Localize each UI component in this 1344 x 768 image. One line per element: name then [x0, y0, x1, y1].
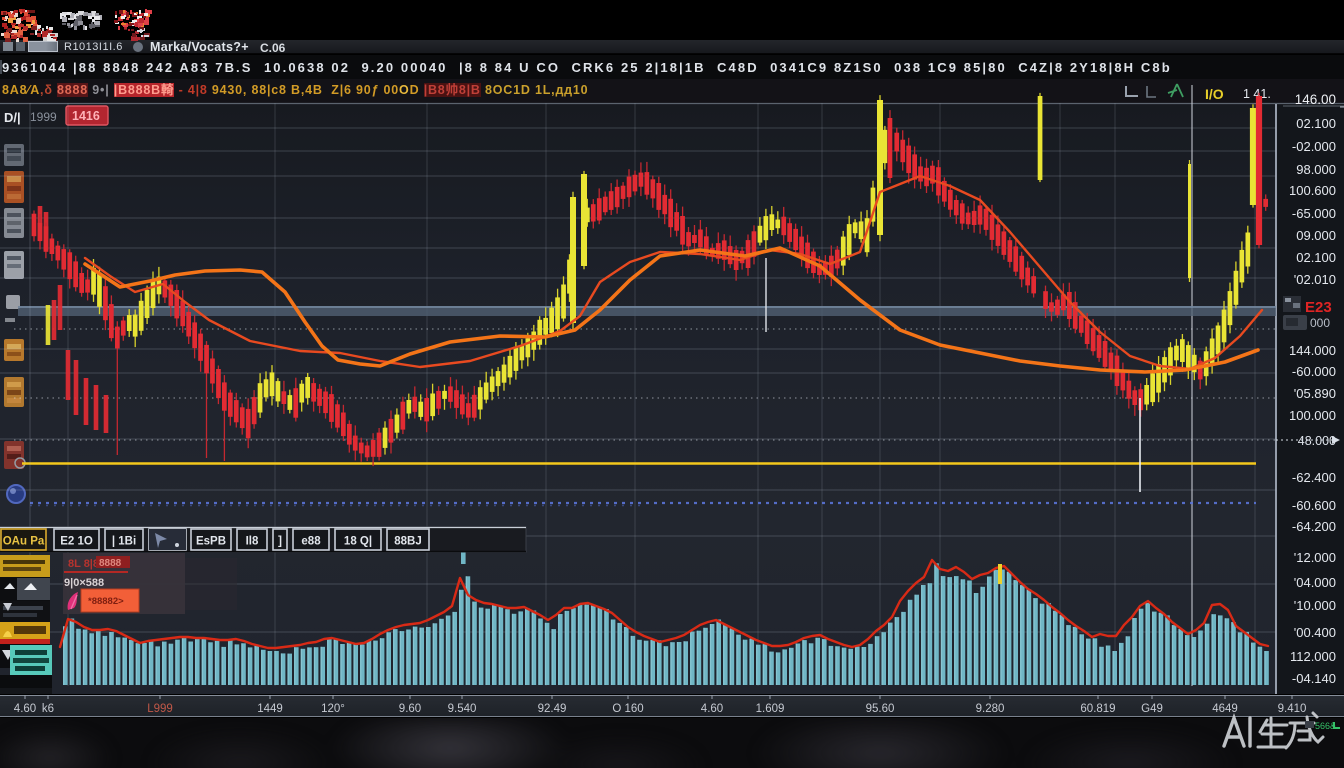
svg-text:EsPB: EsPB — [196, 536, 226, 548]
svg-text:'04.000: '04.000 — [1294, 575, 1336, 590]
svg-text:144.000: 144.000 — [1289, 343, 1336, 358]
svg-text:1 41.: 1 41. — [1243, 87, 1271, 101]
svg-text:1416: 1416 — [72, 109, 100, 123]
svg-text:02.100: 02.100 — [1296, 116, 1336, 131]
svg-text:-62.400: -62.400 — [1292, 470, 1336, 485]
svg-text:18 Q|: 18 Q| — [344, 536, 372, 548]
svg-text:'10.000: '10.000 — [1294, 598, 1336, 613]
svg-text:G49: G49 — [1141, 703, 1163, 715]
svg-text:]: ] — [278, 536, 282, 548]
svg-text:112.000: 112.000 — [1290, 649, 1336, 664]
svg-text:09.000: 09.000 — [1296, 228, 1336, 243]
svg-text:E2 1O: E2 1O — [60, 536, 93, 548]
svg-text:k6: k6 — [42, 703, 54, 715]
svg-text:48.000: 48.000 — [1298, 434, 1336, 448]
svg-text:9.280: 9.280 — [976, 703, 1005, 715]
svg-text:'12.000: '12.000 — [1294, 550, 1336, 565]
svg-text:100.600: 100.600 — [1289, 183, 1336, 198]
svg-text:4.60: 4.60 — [701, 703, 723, 715]
svg-text:OAu Pa: OAu Pa — [3, 536, 45, 548]
svg-text:D/|: D/| — [4, 110, 21, 125]
svg-text:9.540: 9.540 — [448, 703, 477, 715]
svg-text:9.410: 9.410 — [1278, 703, 1307, 715]
svg-text:4649: 4649 — [1212, 703, 1238, 715]
svg-text:| 1Bi: | 1Bi — [112, 536, 136, 548]
svg-text:-60.000: -60.000 — [1292, 364, 1336, 379]
svg-text:e88: e88 — [301, 536, 321, 548]
svg-text:'00.400: '00.400 — [1294, 625, 1336, 640]
svg-text:-02.000: -02.000 — [1292, 139, 1336, 154]
svg-text:000: 000 — [1310, 316, 1330, 330]
svg-text:'02.010: '02.010 — [1294, 272, 1336, 287]
svg-text:-65.000: -65.000 — [1292, 206, 1336, 221]
svg-text:100.000: 100.000 — [1289, 408, 1336, 423]
svg-text:*88882>: *88882> — [88, 596, 124, 607]
svg-text:O 160: O 160 — [612, 703, 643, 715]
svg-text:Il8: Il8 — [246, 536, 259, 548]
svg-text:4.60: 4.60 — [14, 703, 36, 715]
svg-text:9.60: 9.60 — [399, 703, 421, 715]
svg-text:E23: E23 — [1305, 299, 1332, 316]
svg-text:98.000: 98.000 — [1296, 162, 1336, 177]
svg-text:9|0×588: 9|0×588 — [64, 577, 104, 589]
svg-text:120°: 120° — [321, 703, 345, 715]
svg-text:95.60: 95.60 — [866, 703, 895, 715]
svg-text:92.49: 92.49 — [538, 703, 567, 715]
svg-text:566&: 566& — [1315, 721, 1336, 731]
svg-text:L999: L999 — [147, 703, 173, 715]
svg-text:1.609: 1.609 — [756, 703, 785, 715]
svg-text:I/O: I/O — [1205, 86, 1224, 102]
svg-text:88BJ: 88BJ — [394, 536, 422, 548]
svg-text:146.00: 146.00 — [1295, 92, 1336, 107]
svg-text:-04.140: -04.140 — [1292, 671, 1336, 686]
svg-text:1449: 1449 — [257, 703, 283, 715]
svg-text:8888: 8888 — [99, 558, 122, 569]
svg-text:02.100: 02.100 — [1296, 250, 1336, 265]
svg-text:-60.600: -60.600 — [1292, 498, 1336, 513]
svg-text:60.819: 60.819 — [1080, 703, 1115, 715]
svg-text:'05.890: '05.890 — [1294, 386, 1336, 401]
svg-text:-64.200: -64.200 — [1292, 519, 1336, 534]
svg-text:1999: 1999 — [30, 110, 57, 124]
